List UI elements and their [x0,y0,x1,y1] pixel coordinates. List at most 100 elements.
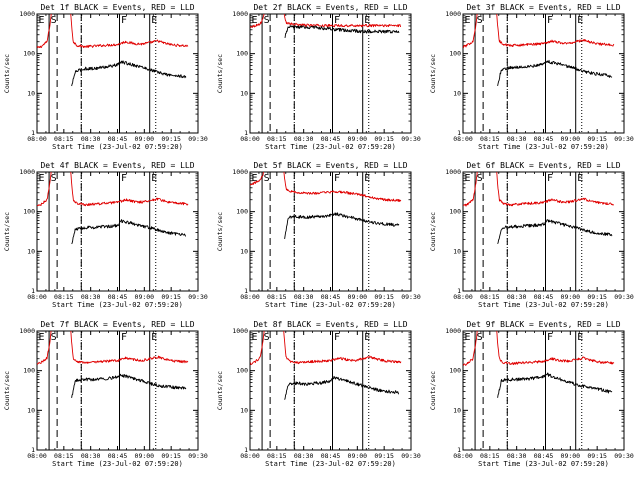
plot-frame [462,171,625,292]
event-marker-label: E [252,173,258,184]
y-tick-label: 10 [453,89,461,97]
event-marker-label: S [51,173,57,184]
y-tick-label: 1000 [445,168,461,176]
event-marker-label: E [364,15,370,26]
x-axis-label: Start Time (23-Jul-02 07:59:20) [478,143,609,151]
event-marker-label: E [577,15,583,26]
events-series-line [497,372,613,398]
event-marker-label: E [39,15,45,26]
x-tick-label: 08:45 [108,135,128,143]
event-marker-label: F [121,332,127,343]
panel-title: Det 8f BLACK = Events, RED = LLD [253,320,407,329]
y-tick-label: 100 [23,367,35,375]
detector-panel-7: Det 7f BLACK = Events, RED = LLD Counts/s… [3,320,208,468]
events-series-line [71,373,187,398]
x-tick-label: 08:15 [267,452,287,460]
event-marker-label: E [364,173,370,184]
event-marker-label: F [334,173,340,184]
event-marker-label: S [51,332,57,343]
x-tick-label: 08:30 [507,293,527,301]
y-tick-label: 1000 [232,327,248,335]
x-tick-label: 09:15 [374,293,394,301]
x-tick-label: 08:30 [81,452,101,460]
lld-series-line [37,331,189,365]
event-marker-label: E [151,332,157,343]
panel-title: Det 9f BLACK = Events, RED = LLD [466,320,620,329]
y-tick-label: 1 [31,287,35,295]
x-tick-label: 09:30 [614,452,634,460]
y-axis-label: Counts/sec [216,371,224,410]
y-tick-label: 1 [457,446,461,454]
detector-panel-1: Det 1f BLACK = Events, RED = LLD Counts/s… [3,3,208,151]
events-series-line [497,59,613,87]
x-tick-label: 08:30 [507,135,527,143]
event-marker-label: F [334,15,340,26]
x-tick-label: 08:00 [27,452,47,460]
y-tick-label: 1 [244,129,248,137]
x-tick-label: 09:30 [188,135,208,143]
x-axis-label: Start Time (23-Jul-02 07:59:20) [265,460,396,468]
event-marker-label: E [151,15,157,26]
events-series-line [71,219,187,245]
y-tick-label: 10 [453,247,461,255]
x-tick-label: 09:15 [374,135,394,143]
panel-title: Det 5f BLACK = Events, RED = LLD [253,161,407,170]
y-axis-label: Counts/sec [216,212,224,251]
y-tick-label: 100 [236,50,248,58]
panel-title: Det 7f BLACK = Events, RED = LLD [40,320,194,329]
lld-series-line [37,172,189,207]
y-tick-label: 10 [240,406,248,414]
x-tick-label: 08:30 [294,452,314,460]
detector-panel-9: Det 9f BLACK = Events, RED = LLD Counts/s… [429,320,634,468]
x-tick-label: 09:30 [188,293,208,301]
x-tick-label: 09:00 [348,135,368,143]
plot-frame [36,171,199,292]
y-tick-label: 10 [453,406,461,414]
detector-panel-3: Det 3f BLACK = Events, RED = LLD Counts/s… [429,3,634,151]
x-tick-label: 08:45 [108,293,128,301]
y-tick-label: 1000 [19,10,35,18]
x-tick-label: 08:45 [534,293,554,301]
y-tick-label: 100 [449,208,461,216]
x-tick-label: 08:00 [240,293,260,301]
plot-frame [462,330,625,451]
y-tick-label: 10 [27,89,35,97]
x-tick-label: 09:30 [401,293,421,301]
y-tick-label: 1 [31,446,35,454]
y-tick-label: 1 [244,287,248,295]
events-series-line [284,212,400,239]
plot-frame [36,330,199,451]
event-marker-label: E [465,15,471,26]
y-axis-label: Counts/sec [429,212,437,251]
plot-frame [249,171,412,292]
y-tick-label: 1 [31,129,35,137]
events-series-line [71,60,187,87]
x-tick-label: 08:45 [534,452,554,460]
lld-series-line [463,172,614,207]
x-tick-label: 09:15 [161,135,181,143]
event-marker-label: F [334,332,340,343]
x-tick-label: 08:15 [54,452,74,460]
event-marker-label: S [264,173,270,184]
x-axis-label: Start Time (23-Jul-02 07:59:20) [265,301,396,309]
x-tick-label: 09:00 [348,452,368,460]
x-tick-label: 09:30 [401,135,421,143]
event-marker-label: E [465,173,471,184]
lld-series-line [250,172,402,203]
x-tick-label: 09:00 [135,452,155,460]
event-marker-label: S [477,15,483,26]
event-marker-label: S [264,332,270,343]
x-tick-label: 09:30 [614,135,634,143]
y-tick-label: 10 [27,406,35,414]
y-tick-label: 100 [449,50,461,58]
event-marker-label: E [39,173,45,184]
detector-panel-5: Det 5f BLACK = Events, RED = LLD Counts/s… [216,161,421,309]
y-tick-label: 1000 [232,168,248,176]
event-marker-label: F [121,15,127,26]
events-series-line [284,375,400,400]
x-tick-label: 09:00 [561,135,581,143]
x-tick-label: 08:15 [480,135,500,143]
event-marker-label: E [577,332,583,343]
x-tick-label: 08:00 [453,452,473,460]
x-tick-label: 09:15 [374,452,394,460]
